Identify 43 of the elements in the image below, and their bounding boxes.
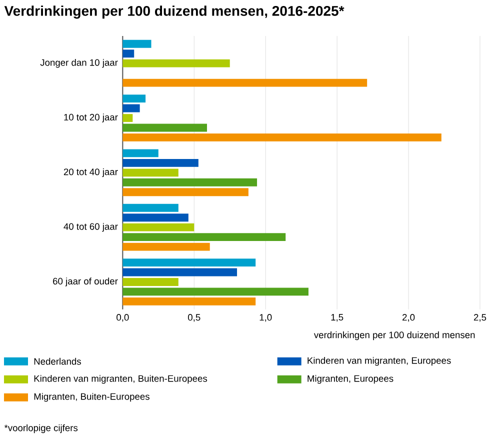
bar — [122, 268, 238, 276]
bar — [122, 94, 146, 103]
bar — [122, 124, 207, 132]
bar — [122, 243, 210, 251]
x-tick-label: 0,0 — [116, 314, 129, 322]
bar — [122, 204, 178, 212]
x-axis-title: verdrinkingen per 100 duizend mensen — [314, 332, 475, 340]
bar — [122, 233, 286, 242]
bar — [122, 79, 368, 87]
x-tick-label: 0,5 — [188, 314, 200, 322]
bar — [122, 134, 442, 142]
legend-label: Migranten, Europees — [308, 375, 394, 384]
x-tick-label: 1,5 — [331, 314, 344, 322]
bar — [122, 114, 133, 122]
legend-label: Migranten, Buiten-Europees — [34, 393, 150, 402]
legend-label: Kinderen van migranten, Buiten-Europees — [34, 375, 208, 384]
text: *voorlopige cijfers — [4, 424, 78, 434]
bar — [122, 104, 140, 112]
y-tick-label: 20 tot 40 jaar — [64, 168, 118, 178]
bar — [122, 188, 248, 196]
bar — [122, 159, 198, 168]
bar — [122, 224, 194, 232]
y-tick-label: 10 tot 20 jaar — [64, 114, 118, 123]
x-tick-label: 1,0 — [260, 314, 272, 322]
bar — [122, 178, 258, 187]
bar — [122, 60, 230, 68]
y-tick-label: Jonger dan 10 jaar — [40, 59, 118, 68]
legend-label: Kinderen van migranten, Europees — [308, 357, 451, 366]
legend-label: Nederlands — [34, 358, 81, 365]
bar — [122, 278, 178, 286]
bar — [122, 40, 152, 48]
bar — [122, 168, 178, 177]
bar — [122, 298, 256, 306]
bar — [122, 50, 134, 58]
bar — [122, 214, 188, 222]
y-tick-label: 60 jaar of ouder — [53, 278, 118, 287]
x-tick-label: 2,5 — [474, 314, 486, 322]
bar — [122, 149, 158, 158]
chart-title: Verdrinkingen per 100 duizend mensen, 2016-2025* — [4, 6, 344, 19]
y-tick-label: 40 tot 60 jaar — [64, 223, 118, 232]
bar — [122, 258, 256, 267]
bar — [122, 288, 308, 296]
x-tick-label: 2,0 — [402, 314, 415, 322]
